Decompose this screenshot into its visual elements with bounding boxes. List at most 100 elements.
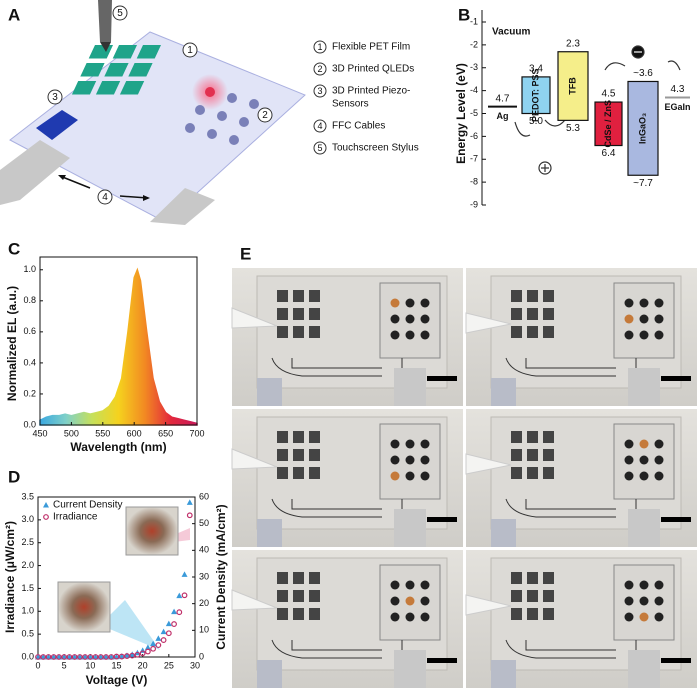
- qled: [390, 330, 400, 340]
- sensor-pad: [511, 572, 522, 584]
- ribbon-cable: [491, 378, 516, 406]
- legend-circle: [313, 119, 327, 133]
- circle-marker: [71, 654, 78, 660]
- sensor-pad: [527, 449, 538, 461]
- qled: [654, 439, 664, 449]
- stylus: [465, 594, 512, 616]
- y-tick-label: 0.8: [23, 295, 36, 305]
- y-tick-label: 0.0: [21, 651, 34, 661]
- y-axis-label: Irradiance (μW/cm²): [3, 521, 17, 633]
- sensor-pad: [309, 572, 320, 584]
- qled: [654, 580, 664, 590]
- qled: [654, 330, 664, 340]
- scale-bar: [661, 658, 691, 663]
- qled: [654, 298, 664, 308]
- top-level-label: ~3.6: [633, 68, 653, 79]
- level-box: [627, 80, 659, 176]
- sensor-pad: [543, 467, 554, 479]
- photo: [231, 268, 463, 406]
- circle-marker: [45, 654, 52, 660]
- y-tick-label: 1.0: [21, 606, 34, 616]
- sensor-pad: [543, 590, 554, 602]
- bottom-level-label: 6.4: [602, 148, 616, 159]
- ribbon-cable: [394, 650, 426, 688]
- ribbon-cable: [257, 660, 282, 688]
- sensor-pad: [293, 290, 304, 302]
- marker-circle: [182, 42, 198, 58]
- scale-bar: [427, 376, 457, 381]
- x-axis-label: Wavelength (nm): [70, 440, 166, 454]
- qled: [420, 580, 430, 590]
- sensor-pad: [543, 308, 554, 320]
- legend-text: Irradiance: [53, 512, 98, 523]
- qled-array: [185, 87, 259, 145]
- pet-film: [9, 31, 306, 223]
- y2-tick-label: 10: [199, 625, 209, 635]
- qled: [420, 314, 430, 324]
- bottom-level-label: 5.3: [566, 123, 580, 134]
- sensor-pad: [293, 449, 304, 461]
- illustration-a: [0, 0, 306, 225]
- y-tick-label: -1: [470, 16, 478, 26]
- marker-number: 5: [117, 8, 123, 19]
- circle-marker: [150, 645, 157, 652]
- circle-marker: [171, 621, 177, 627]
- x-tick-label: 700: [189, 428, 204, 438]
- circle-marker: [76, 654, 83, 660]
- y-tick-label: 2.0: [21, 560, 34, 570]
- level-box: [594, 101, 623, 147]
- y2-tick-label: 60: [199, 491, 209, 501]
- triangle-marker: [144, 644, 151, 650]
- ribbon-cable: [491, 519, 516, 547]
- stylus: [98, 0, 112, 42]
- legend-text: Touchscreen Stylus: [332, 143, 419, 154]
- circle-marker: [134, 651, 141, 658]
- legend-text: Sensors: [332, 99, 369, 110]
- ribbon-cable: [394, 509, 426, 547]
- qled: [624, 580, 634, 590]
- y-tick-label: 0.0: [23, 419, 36, 429]
- circle-marker: [50, 654, 57, 660]
- qled: [405, 612, 415, 622]
- circle-marker: [186, 512, 193, 519]
- hole-arrow: [514, 121, 531, 137]
- sensor-pad: [511, 326, 522, 338]
- circle-marker: [40, 654, 47, 660]
- bottom-level-label: 5.0: [529, 116, 543, 127]
- qled: [639, 314, 649, 324]
- sensor-pad: [293, 572, 304, 584]
- top-level-label: 3.4: [529, 64, 543, 75]
- legend-circle: [313, 84, 327, 98]
- qled: [420, 330, 430, 340]
- x-tick-label: 5: [62, 660, 67, 670]
- y-tick-label: -8: [470, 177, 478, 187]
- sensor-pad: [527, 326, 538, 338]
- ffc-cable: [0, 140, 70, 205]
- sensor-pad: [511, 308, 522, 320]
- level-label: 4.7: [496, 93, 510, 104]
- sensor-pad: [309, 608, 320, 620]
- triangle-marker: [118, 653, 125, 659]
- sensor-pad: [277, 449, 288, 461]
- circle-marker: [118, 653, 125, 660]
- ribbon-cable: [257, 378, 282, 406]
- sensor-pad: [309, 431, 320, 443]
- sensor-pad: [511, 449, 522, 461]
- legend-number: 3: [317, 86, 322, 96]
- y-tick-label: 0.6: [23, 326, 36, 336]
- circle-marker: [108, 654, 115, 660]
- legend-circle: [313, 62, 327, 76]
- qled: [420, 439, 430, 449]
- circle-marker: [97, 654, 104, 660]
- stylus: [231, 307, 278, 329]
- circle-marker: [87, 654, 94, 660]
- qled: [654, 455, 664, 465]
- scale-bar: [427, 658, 457, 663]
- triangle-marker: [165, 620, 172, 627]
- qled: [390, 596, 400, 606]
- sensor-pad: [543, 326, 554, 338]
- qled: [624, 612, 634, 622]
- sensor-pad: [309, 326, 320, 338]
- qled: [624, 298, 634, 308]
- ribbon-cable: [628, 509, 660, 547]
